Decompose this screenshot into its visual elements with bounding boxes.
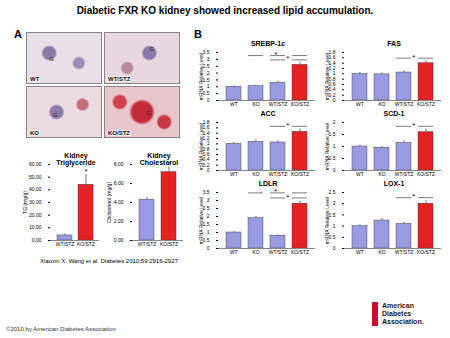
svg-text:WT: WT [230,171,238,177]
svg-text:mRNA Relative Level: mRNA Relative Level [324,53,330,100]
svg-text:*: * [274,50,277,59]
svg-text:0: 0 [207,97,210,103]
svg-text:KO/STZ: KO/STZ [77,241,95,247]
svg-text:*: * [167,160,170,169]
svg-text:6.00: 6.00 [114,180,124,186]
svg-text:0: 0 [333,167,336,173]
svg-text:TG (mg/g): TG (mg/g) [22,191,28,214]
svg-text:KO: KO [252,101,259,107]
svg-text:0: 0 [207,245,210,251]
svg-text:KO: KO [378,171,385,177]
svg-text:0: 0 [333,97,336,103]
svg-text:*: * [412,121,415,130]
svg-text:WT: WT [230,249,238,255]
svg-text:KO/STZ: KO/STZ [291,101,309,107]
svg-text:*: * [286,54,289,63]
svg-text:3.5: 3.5 [203,189,210,195]
svg-text:KO/STZ: KO/STZ [417,171,435,177]
svg-text:KO/STZ: KO/STZ [291,171,309,177]
svg-text:mRNA Relative Level: mRNA Relative Level [198,197,204,244]
svg-text:WT: WT [230,101,238,107]
svg-text:KO/STZ: KO/STZ [160,241,178,247]
svg-text:1: 1 [333,70,336,76]
svg-text:2: 2 [333,200,336,206]
svg-text:KO: KO [378,101,385,107]
svg-text:2.5: 2.5 [329,189,336,195]
svg-text:4.00: 4.00 [114,199,124,205]
svg-text:WT: WT [356,101,364,107]
svg-text:WT: WT [356,171,364,177]
svg-text:KO/STZ: KO/STZ [417,249,435,255]
svg-text:KO/STZ: KO/STZ [417,101,435,107]
svg-text:3: 3 [207,197,210,203]
svg-text:WT/STZ: WT/STZ [395,171,414,177]
svg-text:Cholesterol (mg/g): Cholesterol (mg/g) [106,182,112,223]
svg-text:20.00: 20.00 [29,212,42,218]
svg-text:2.00: 2.00 [114,218,124,224]
svg-text:30.00: 30.00 [29,199,42,205]
svg-text:0: 0 [333,245,336,251]
svg-text:3: 3 [207,56,210,62]
svg-text:KO: KO [378,249,385,255]
svg-text:2: 2 [333,119,336,125]
svg-text:1: 1 [207,140,210,146]
svg-text:8.00: 8.00 [114,161,124,167]
svg-text:WT/STZ: WT/STZ [395,249,414,255]
svg-text:1: 1 [207,83,210,89]
svg-text:mRNA Relative Level: mRNA Relative Level [198,53,204,100]
svg-text:1: 1 [333,143,336,149]
svg-text:*: * [412,192,415,201]
svg-text:WT/STZ: WT/STZ [395,101,414,107]
svg-text:50.00: 50.00 [29,174,42,180]
svg-text:WT/STZ: WT/STZ [269,249,288,255]
svg-text:0.00: 0.00 [32,237,42,243]
svg-text:0: 0 [207,167,210,173]
svg-text:*: * [84,167,87,176]
svg-text:10.00: 10.00 [29,224,42,230]
svg-text:60.00: 60.00 [29,161,42,167]
svg-text:WT/STZ: WT/STZ [269,171,288,177]
svg-text:*: * [274,187,277,196]
svg-text:mRNA Relative Level: mRNA Relative Level [324,197,330,244]
svg-text:KO/STZ: KO/STZ [291,249,309,255]
svg-text:*: * [286,121,289,130]
svg-text:2: 2 [207,70,210,76]
svg-text:KO: KO [252,249,259,255]
svg-text:0.00: 0.00 [114,237,124,243]
svg-text:1: 1 [333,223,336,229]
svg-text:2: 2 [207,213,210,219]
svg-text:1: 1 [207,229,210,235]
svg-text:*: * [412,53,415,62]
svg-text:40.00: 40.00 [29,186,42,192]
svg-text:KO: KO [252,171,259,177]
svg-text:mRNA Relative Level: mRNA Relative Level [198,123,204,170]
svg-text:mRNA Relative Level: mRNA Relative Level [324,123,330,170]
svg-text:WT/STZ: WT/STZ [269,101,288,107]
svg-text:*: * [286,193,289,202]
svg-text:WT: WT [356,249,364,255]
svg-text:WT/STZ: WT/STZ [56,241,75,247]
svg-text:WT/STZ: WT/STZ [138,241,157,247]
